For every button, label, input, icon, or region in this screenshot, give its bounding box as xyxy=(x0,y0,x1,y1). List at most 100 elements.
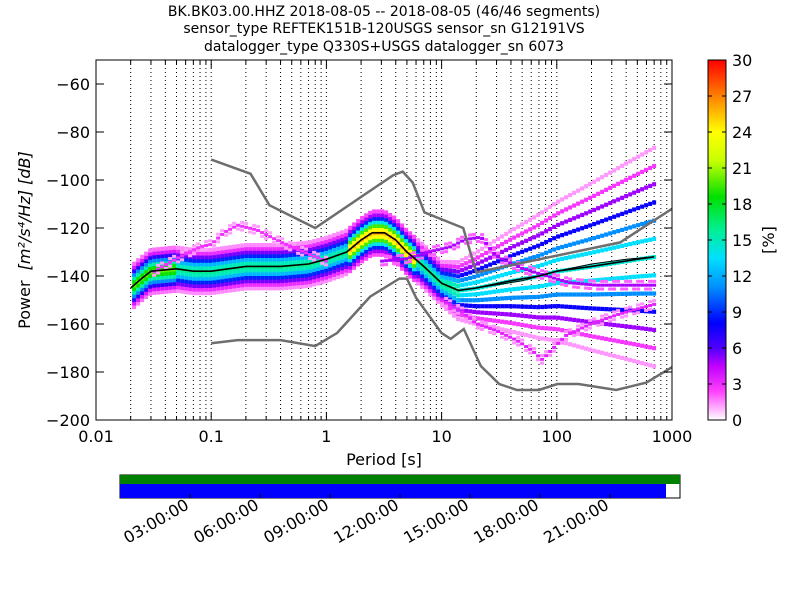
density-cell xyxy=(348,250,353,256)
density-cell xyxy=(296,241,301,246)
density-cell xyxy=(228,248,233,253)
density-cell-sparse xyxy=(256,225,261,229)
density-cell xyxy=(648,363,653,368)
density-cell-sparse xyxy=(556,277,561,281)
density-cell xyxy=(132,286,137,292)
density-cell xyxy=(240,283,245,288)
title-line-station: BK.BK03.00.HHZ 2018-08-05 -- 2018-08-05 … xyxy=(168,4,600,20)
density-cell xyxy=(640,221,645,227)
density-cell xyxy=(356,247,361,253)
density-cell xyxy=(296,255,301,261)
density-cell xyxy=(540,210,545,215)
density-cell xyxy=(652,273,657,278)
density-cell-sparse xyxy=(612,283,617,287)
density-cell xyxy=(304,255,309,260)
density-cell-sparse xyxy=(528,269,533,273)
density-cell xyxy=(572,190,577,195)
density-cell xyxy=(552,338,557,343)
density-cell xyxy=(308,247,313,252)
density-cell xyxy=(308,268,313,274)
density-cell xyxy=(216,254,221,259)
density-cell xyxy=(444,287,449,292)
density-cell xyxy=(356,237,361,242)
density-cell-sparse xyxy=(484,241,489,245)
density-cell xyxy=(596,320,601,326)
density-cell xyxy=(280,242,285,248)
density-cell-sparse xyxy=(552,342,557,346)
density-cell xyxy=(148,291,153,296)
density-cell xyxy=(420,259,425,264)
density-cell xyxy=(432,267,437,272)
density-cell xyxy=(484,317,489,322)
density-cell xyxy=(436,292,441,297)
density-cell xyxy=(448,289,453,294)
density-cell xyxy=(280,271,285,276)
density-cell xyxy=(176,245,181,250)
density-cell xyxy=(472,268,477,274)
density-cell xyxy=(612,214,617,219)
density-cell xyxy=(280,278,285,284)
density-cell xyxy=(356,255,361,260)
density-cell xyxy=(292,274,297,279)
density-cell-sparse xyxy=(588,286,593,290)
density-cell xyxy=(520,295,525,300)
density-cell-sparse xyxy=(548,279,553,283)
density-cell xyxy=(496,236,501,241)
density-cell xyxy=(548,304,553,309)
density-cell xyxy=(448,272,453,277)
density-cell-sparse xyxy=(448,245,453,249)
density-cell xyxy=(532,334,537,339)
density-cell xyxy=(636,240,641,245)
density-cell xyxy=(164,257,169,262)
density-cell xyxy=(464,292,469,298)
density-cell-sparse xyxy=(324,263,329,267)
density-cell xyxy=(140,269,145,274)
density-cell xyxy=(156,265,161,270)
density-cell xyxy=(164,271,169,276)
density-cell xyxy=(332,265,337,270)
density-cell xyxy=(176,263,181,268)
density-cell xyxy=(504,312,509,317)
density-cell-sparse xyxy=(588,279,593,283)
density-cell xyxy=(508,229,513,234)
density-cell xyxy=(252,279,257,284)
density-cell-sparse xyxy=(388,255,393,259)
density-cell xyxy=(636,205,641,211)
density-cell xyxy=(640,239,645,244)
density-cell-sparse xyxy=(612,314,617,318)
density-cell xyxy=(384,235,389,240)
density-cell xyxy=(424,288,429,293)
density-cell xyxy=(208,262,213,267)
density-cell xyxy=(244,286,249,291)
density-cell xyxy=(204,276,209,281)
density-cell xyxy=(452,313,457,318)
density-cell xyxy=(588,237,593,242)
density-cell xyxy=(276,271,281,276)
density-cell-sparse xyxy=(620,315,625,319)
density-cell xyxy=(648,147,653,153)
density-cell-sparse xyxy=(532,270,537,274)
density-cell xyxy=(580,318,585,324)
density-cell-sparse xyxy=(612,279,617,283)
density-cell xyxy=(512,312,517,317)
density-cell xyxy=(136,269,141,274)
density-cell-sparse xyxy=(576,328,581,332)
density-cell xyxy=(560,316,565,321)
density-cell xyxy=(276,246,281,251)
density-cell xyxy=(544,326,549,331)
density-cell xyxy=(648,237,653,242)
density-cell xyxy=(396,226,401,231)
density-cell xyxy=(244,275,249,280)
density-cell xyxy=(584,251,589,257)
density-cell xyxy=(432,270,437,275)
density-cell xyxy=(360,226,365,231)
density-cell xyxy=(508,312,513,317)
density-cell xyxy=(376,209,381,214)
density-cell-sparse xyxy=(388,258,393,262)
density-cell xyxy=(260,246,265,251)
colorbar-tick-label: 27 xyxy=(732,87,752,106)
density-cell xyxy=(284,253,289,258)
density-cell xyxy=(588,181,593,187)
density-cell xyxy=(452,282,457,287)
density-cell xyxy=(544,293,549,299)
